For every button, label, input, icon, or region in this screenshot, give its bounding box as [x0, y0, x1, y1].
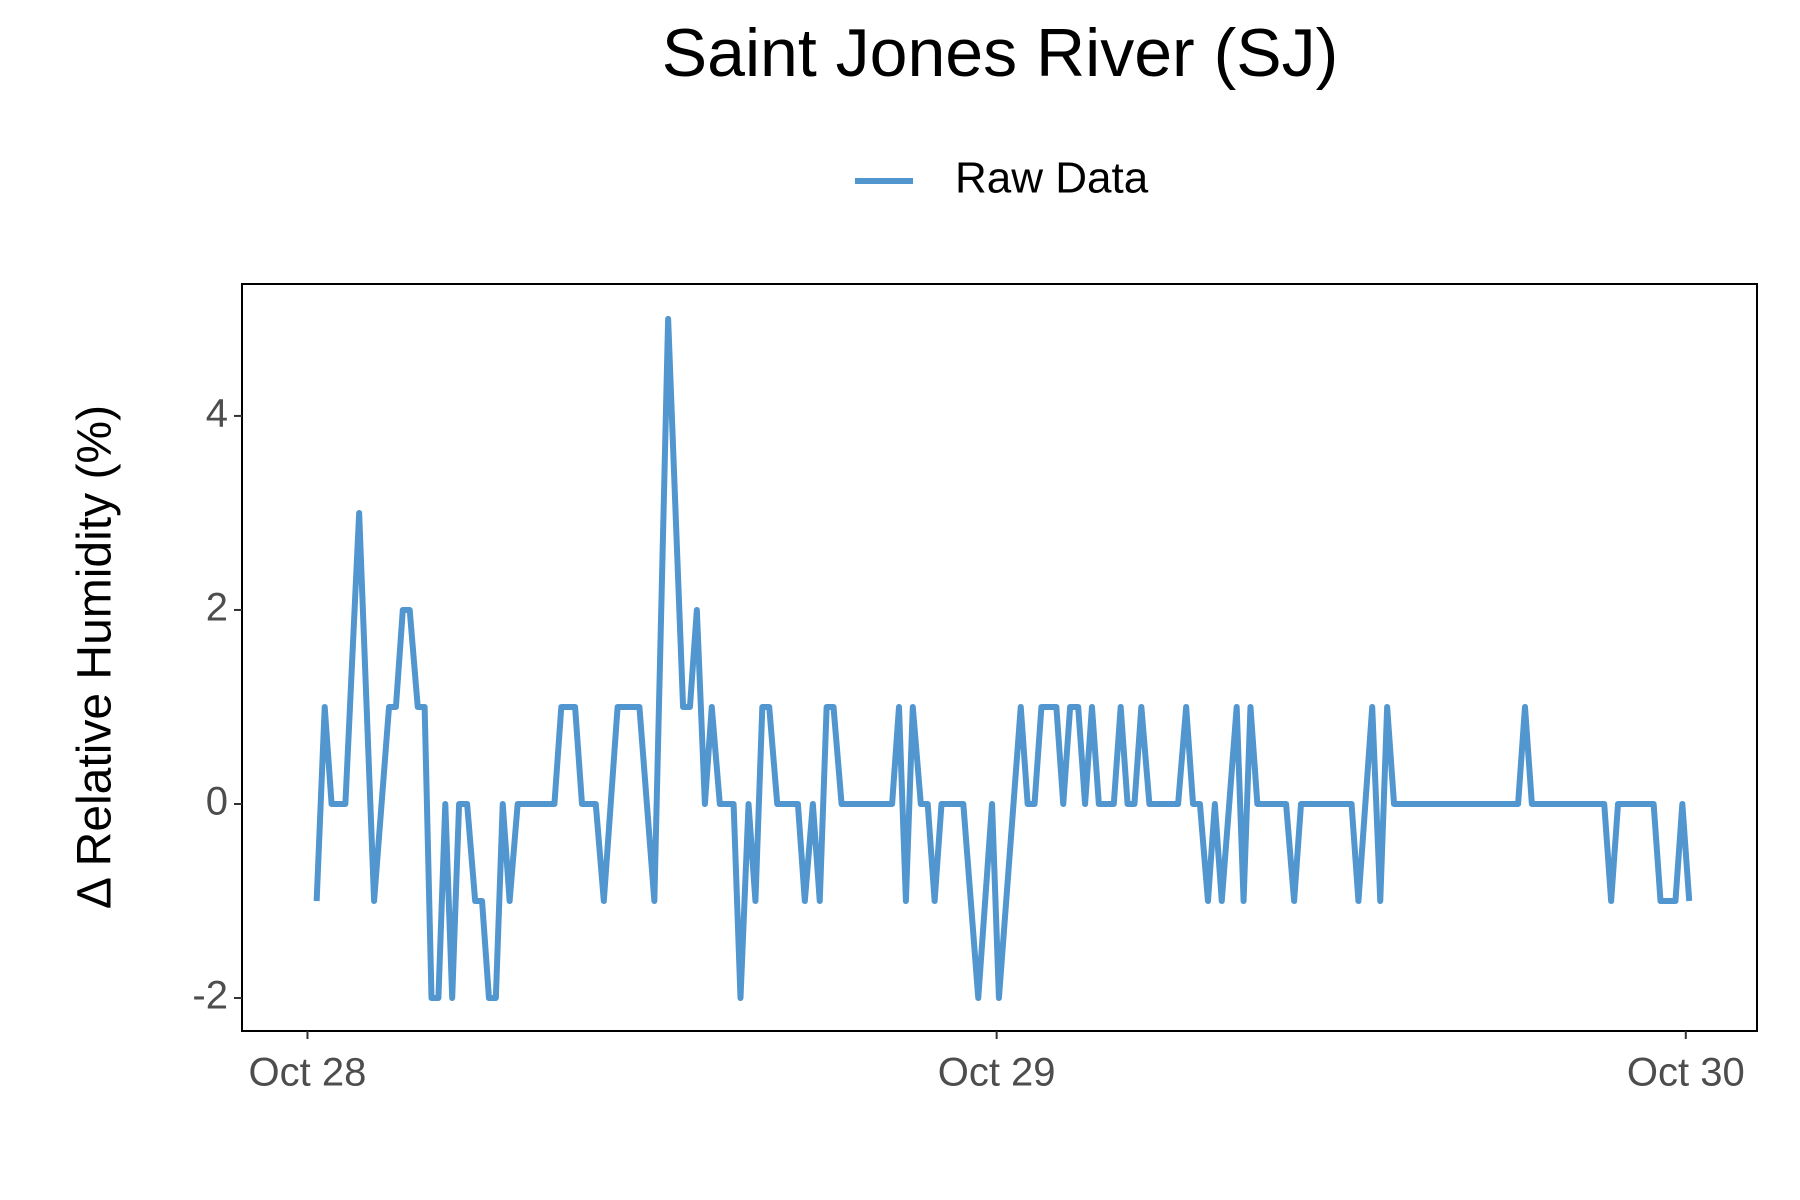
data-line: [313, 315, 1693, 1002]
y-tick-label: -2: [192, 974, 228, 1018]
plot-panel: [241, 283, 1758, 1032]
x-tick-label: Oct 30: [1627, 1051, 1745, 1095]
y-axis-label: Δ Relative Humidity (%): [69, 405, 122, 909]
y-tick-label: 4: [206, 392, 228, 436]
x-tick-label: Oct 28: [249, 1051, 367, 1095]
y-tick-label: 2: [206, 586, 228, 630]
legend-label: Raw Data: [955, 154, 1149, 203]
chart-title: Saint Jones River (SJ): [662, 15, 1338, 91]
y-tick-label: 0: [206, 780, 228, 824]
x-tick-label: Oct 29: [938, 1051, 1056, 1095]
